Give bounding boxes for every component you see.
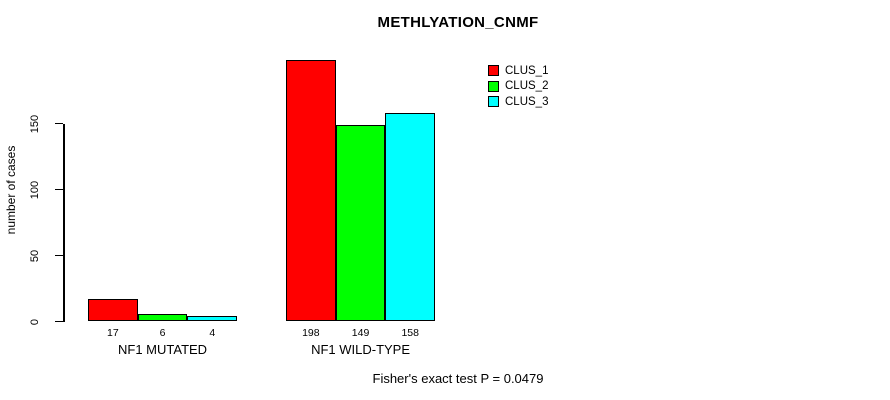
bar-clus_3-1 bbox=[187, 316, 238, 322]
category-label-nf1-mutated: NF1 MUTATED bbox=[118, 342, 208, 357]
y-tick-mark bbox=[55, 254, 63, 257]
legend-swatch-clus_2 bbox=[488, 80, 499, 92]
legend-item-clus_2: CLUS_2 bbox=[488, 79, 548, 95]
legend-item-clus_1: CLUS_1 bbox=[488, 63, 548, 79]
legend-label: CLUS_3 bbox=[505, 95, 549, 108]
y-axis-line bbox=[63, 123, 65, 322]
chart-title: METHLYATION_CNMF bbox=[377, 14, 539, 31]
bar-clus_3-2 bbox=[385, 112, 436, 322]
legend-label: CLUS_1 bbox=[505, 64, 549, 77]
bar-value-label: 149 bbox=[351, 326, 370, 339]
bar-value-label: 4 bbox=[209, 326, 216, 339]
legend: CLUS_1 CLUS_2 CLUS_3 bbox=[488, 63, 548, 110]
legend-label: CLUS_2 bbox=[505, 80, 549, 93]
y-tick-label: 0 bbox=[29, 318, 41, 325]
bar-value-label: 17 bbox=[107, 326, 119, 339]
y-tick-mark bbox=[55, 320, 63, 323]
bar-value-label: 158 bbox=[401, 326, 419, 339]
y-tick-label: 150 bbox=[29, 114, 41, 133]
legend-swatch-clus_1 bbox=[488, 65, 499, 77]
y-tick-mark bbox=[55, 188, 63, 191]
bar-clus_1-1 bbox=[88, 299, 138, 322]
bar-clus_2-2 bbox=[335, 124, 386, 322]
bar-clus_1-2 bbox=[286, 60, 336, 322]
legend-swatch-clus_3 bbox=[488, 96, 499, 108]
bar-value-label: 198 bbox=[302, 326, 320, 339]
y-tick-mark bbox=[55, 122, 63, 125]
y-tick-label: 100 bbox=[29, 180, 41, 199]
bar-value-label: 6 bbox=[159, 326, 166, 339]
y-tick-label: 50 bbox=[29, 249, 41, 262]
bar-clus_2-1 bbox=[137, 313, 188, 322]
legend-item-clus_3: CLUS_3 bbox=[488, 94, 548, 110]
statistical-test-annotation: Fisher's exact test P = 0.0479 bbox=[372, 371, 544, 386]
category-label-nf1-wild-type: NF1 WILD-TYPE bbox=[311, 342, 411, 357]
